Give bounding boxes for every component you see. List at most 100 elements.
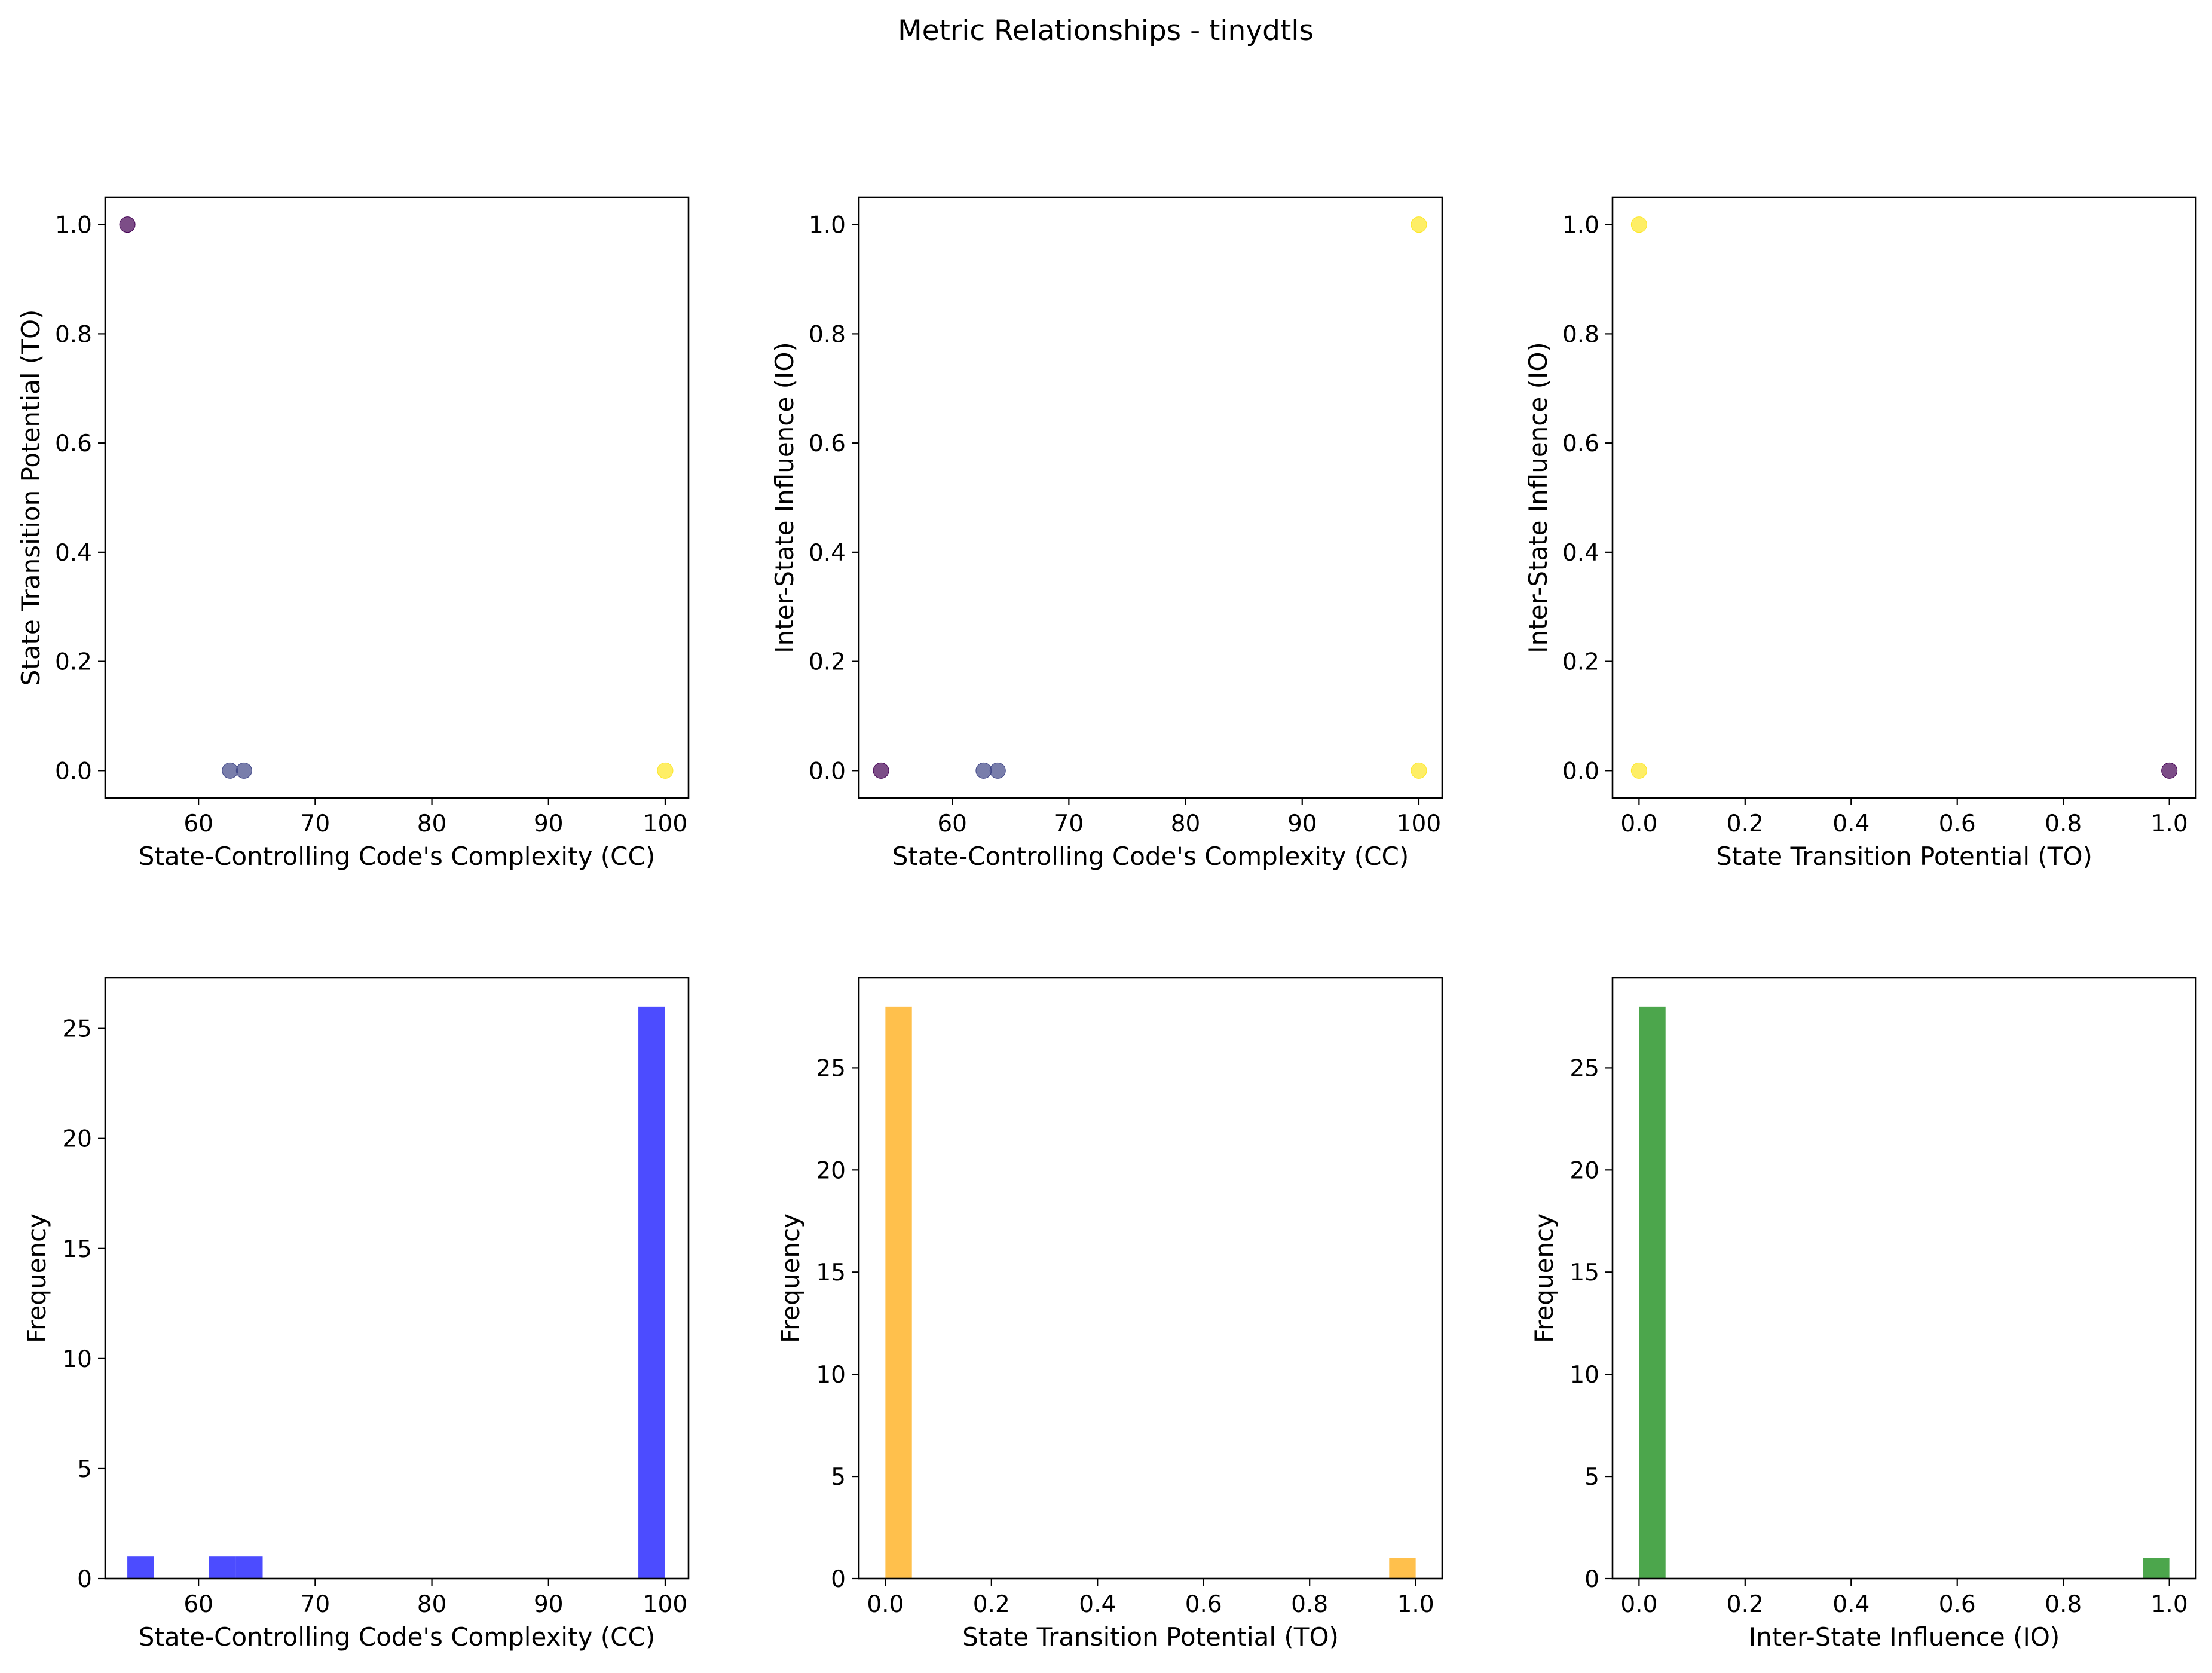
- x-tick-label: 90: [534, 810, 564, 837]
- y-tick-label: 25: [62, 1016, 92, 1043]
- scatter-point-5: [1411, 216, 1427, 233]
- y-tick-label: 1.0: [1562, 212, 1599, 239]
- x-tick-label: 1.0: [1397, 1591, 1434, 1618]
- subplot-1: 60 70 80 90 100 0.0 0.2 0.4 0.6 0.8 1.0 State-Contr…: [16, 196, 690, 871]
- y-tick-label: 15: [1569, 1259, 1599, 1286]
- y-tick-label: 1.0: [55, 212, 92, 239]
- x-tick-label: 1.0: [2151, 1591, 2188, 1618]
- y-tick-label: 0.4: [1562, 540, 1599, 567]
- scatter-point-3: [235, 762, 252, 779]
- y-tick-label: 0.8: [809, 321, 846, 348]
- histogram-bar-2: [1389, 1558, 1416, 1579]
- y-tick-label: 15: [816, 1259, 846, 1286]
- x-tick-label: 0.8: [2045, 810, 2082, 837]
- x-tick-label: 0.4: [1079, 1591, 1116, 1618]
- y-axis-label: Frequency: [1529, 1213, 1559, 1343]
- subplots: 60 70 80 90 1000.00.20.40.60.81.0State-Contr…: [16, 196, 2197, 1651]
- figure-title: Metric Relationships - tinydtls: [898, 14, 1314, 47]
- scatter-point-1: [1630, 216, 1647, 233]
- histogram-bar-4: [638, 1006, 665, 1579]
- axes-frame: [858, 196, 1443, 799]
- x-tick-label: 100: [643, 1591, 687, 1618]
- x-tick-label: 70: [301, 1591, 331, 1618]
- y-tick-label: 25: [1569, 1055, 1599, 1082]
- y-tick-label: 10: [62, 1346, 92, 1373]
- x-tick-label: 0.2: [973, 1591, 1010, 1618]
- y-tick-label: 5: [77, 1456, 92, 1483]
- scatter-point-3: [989, 762, 1006, 779]
- scatter-point-2: [222, 762, 238, 779]
- y-tick-label: 0.0: [809, 758, 846, 785]
- histogram-bar-2: [209, 1556, 236, 1579]
- y-tick-label: 0: [831, 1566, 846, 1593]
- y-tick-label: 0.2: [809, 649, 846, 676]
- axes-frame: [1611, 196, 2197, 799]
- y-tick-label: 20: [62, 1126, 92, 1153]
- x-axis-label: State-Controlling Code's Complexity (CC): [139, 1622, 655, 1651]
- x-axis-label: State Transition Potential (TO): [1716, 842, 2092, 871]
- x-tick-label: 0.6: [1939, 1591, 1976, 1618]
- x-tick-label: 80: [417, 1591, 447, 1618]
- subplot-2: 60 70 80 90 100 0.0 0.2 0.4 0.6 0.8 1.0 State-Contr…: [770, 196, 1443, 871]
- x-tick-label: 80: [1171, 810, 1201, 837]
- axes-frame: [104, 977, 690, 1580]
- scatter-point-4: [657, 762, 674, 779]
- y-tick-label: 0.8: [55, 321, 92, 348]
- y-axis-label: Frequency: [776, 1213, 805, 1343]
- x-tick-label: 0.2: [1727, 1591, 1764, 1618]
- y-tick-label: 0.4: [55, 540, 92, 567]
- x-tick-label: 60: [183, 810, 213, 837]
- subplot-5: 0.0 0.2 0.4 0.6 0.8 1.0 0 5 10 15 20 25 State Transi…: [776, 977, 1443, 1651]
- scatter-point-2: [1630, 762, 1647, 779]
- x-axis-label: State-Controlling Code's Complexity (CC): [892, 842, 1409, 871]
- x-tick-label: 90: [1287, 810, 1317, 837]
- x-tick-label: 80: [417, 810, 447, 837]
- y-tick-label: 15: [62, 1236, 92, 1263]
- x-tick-label: 100: [643, 810, 687, 837]
- y-axis-label: State Transition Potential (TO): [16, 310, 45, 686]
- histogram-bar-2: [2143, 1558, 2170, 1579]
- subplot-3: 0.0 0.2 0.4 0.6 0.8 1.0 0.0 0.2 0.4 0.6 0.8 1.0 Stat…: [1523, 196, 2197, 871]
- scatter-point-2: [975, 762, 992, 779]
- y-tick-label: 0.4: [809, 540, 846, 567]
- y-axis-label: Inter-State Influence (IO): [770, 342, 799, 653]
- x-tick-label: 0.0: [867, 1591, 904, 1618]
- x-tick-label: 0.6: [1939, 810, 1976, 837]
- y-tick-label: 20: [1569, 1157, 1599, 1184]
- x-tick-label: 0.0: [1620, 810, 1657, 837]
- y-tick-label: 0.6: [1562, 430, 1599, 457]
- x-tick-label: 0.0: [1620, 1591, 1657, 1618]
- axes-frame: [1611, 977, 2197, 1580]
- y-tick-label: 0.6: [809, 430, 846, 457]
- x-tick-label: 90: [534, 1591, 564, 1618]
- x-tick-label: 70: [301, 810, 331, 837]
- y-tick-label: 0.2: [55, 649, 92, 676]
- y-tick-label: 5: [831, 1464, 846, 1491]
- scatter-point-3: [2161, 762, 2178, 779]
- x-tick-label: 0.8: [2045, 1591, 2082, 1618]
- histogram-bar-1: [127, 1556, 154, 1579]
- y-tick-label: 0.0: [1562, 758, 1599, 785]
- x-axis-label: State-Controlling Code's Complexity (CC): [139, 842, 655, 871]
- subplot-4: 60 70 80 90 100 0 5 10 15 20 25 State-Controlling C…: [22, 977, 690, 1651]
- y-tick-label: 20: [816, 1157, 846, 1184]
- y-tick-label: 25: [816, 1055, 846, 1082]
- x-axis-label: Inter-State Influence (IO): [1749, 1622, 2060, 1651]
- y-tick-label: 0.0: [55, 758, 92, 785]
- subplot-6: 0.0 0.2 0.4 0.6 0.8 1.0 0 5 10 15 20 25 Inter-State …: [1529, 977, 2197, 1651]
- y-tick-label: 0: [77, 1566, 92, 1593]
- scatter-point-4: [1411, 762, 1427, 779]
- x-tick-label: 100: [1397, 810, 1441, 837]
- y-axis-label: Frequency: [22, 1213, 51, 1343]
- y-tick-label: 5: [1584, 1464, 1599, 1491]
- x-tick-label: 1.0: [2151, 810, 2188, 837]
- histogram-bar-1: [1639, 1006, 1666, 1579]
- x-tick-label: 60: [937, 810, 967, 837]
- y-tick-label: 1.0: [809, 212, 846, 239]
- x-tick-label: 60: [183, 1591, 213, 1618]
- y-axis-label: Inter-State Influence (IO): [1523, 342, 1553, 653]
- histogram-bar-1: [885, 1006, 912, 1579]
- histogram-bar-3: [235, 1556, 263, 1579]
- x-tick-label: 0.4: [1832, 1591, 1870, 1618]
